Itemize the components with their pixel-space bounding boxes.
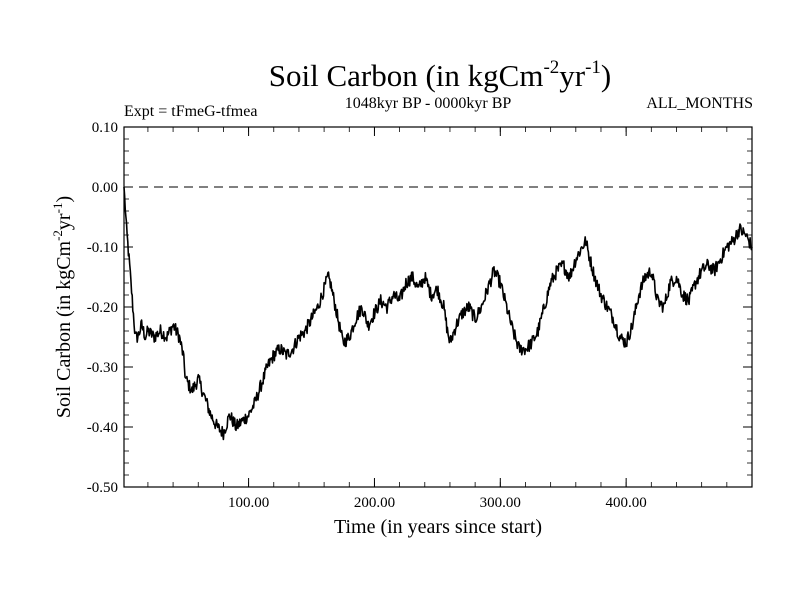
y-tick-label: -0.20 [87,300,118,316]
months-label: ALL_MONTHS [646,95,753,112]
soil-carbon-series-line [123,186,753,441]
x-tick-label: 200.00 [354,495,395,511]
experiment-label: Expt = tFmeG-tfmea [124,103,257,120]
x-axis-label: Time (in years since start) [334,516,542,538]
y-tick-label: -0.30 [87,360,118,376]
time-range-label: 1048kyr BP - 0000kyr BP [345,95,512,112]
y-tick-label: 0.00 [92,180,118,196]
y-axis-label: Soil Carbon (in kgCm-2yr-1) [50,196,75,418]
axis-ticks: 0.10 0.00 -0.10 -0.20 -0.30 -0.40 -0.50 100.00 2… [87,120,752,511]
y-tick-label: 0.10 [92,120,118,136]
plot-frame [123,126,753,488]
y-tick-label: -0.10 [87,240,118,256]
y-tick-label: -0.40 [87,420,118,436]
x-tick-label: 300.00 [480,495,521,511]
x-tick-label: 400.00 [606,495,647,511]
chart-title: Soil Carbon (in kgCm-2yr-1) [269,57,612,93]
x-tick-label: 100.00 [228,495,269,511]
y-tick-label: -0.50 [87,480,118,496]
